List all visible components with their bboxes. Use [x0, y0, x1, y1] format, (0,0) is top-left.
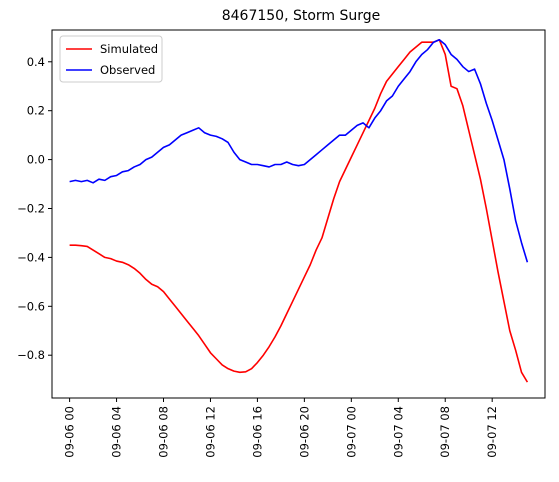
- y-tick-label: −0.8: [17, 348, 45, 362]
- x-tick-label: 09-07 00: [344, 406, 358, 458]
- series-line-observed: [69, 38, 529, 263]
- y-axis: 0.4 0.2 0.0 −0.2 −0.4 −0.6 −0.8: [17, 55, 52, 362]
- x-tick-label: 09-06 12: [203, 406, 217, 458]
- y-tick-label: −0.2: [17, 201, 45, 215]
- y-tick-label: −0.4: [17, 250, 45, 264]
- x-tick-label: 09-06 20: [297, 406, 311, 458]
- x-tick-label: 09-06 16: [250, 406, 264, 458]
- x-tick-label: 09-07 04: [391, 406, 405, 458]
- series-line-simulated: [69, 38, 529, 383]
- y-tick-label: 0.2: [27, 104, 45, 118]
- legend-label-observed: Observed: [100, 63, 155, 77]
- x-tick-label: 09-06 00: [63, 406, 77, 458]
- y-tick-label: 0.4: [27, 55, 45, 69]
- y-tick-label: 0.0: [27, 153, 45, 167]
- x-axis: 09-06 00 09-06 04 09-06 08 09-06 12 09-06 16…: [63, 398, 499, 458]
- chart-title: 8467150, Storm Surge: [222, 8, 381, 24]
- x-tick-label: 09-07 08: [438, 406, 452, 458]
- series-layer: [69, 38, 529, 383]
- plot-frame: [51, 29, 546, 399]
- legend: Simulated Observed: [59, 35, 163, 83]
- y-tick-label: −0.6: [17, 299, 45, 313]
- plot-area: [51, 29, 546, 399]
- x-tick-label: 09-06 04: [110, 406, 124, 458]
- legend-label-simulated: Simulated: [100, 42, 158, 56]
- x-tick-label: 09-06 08: [157, 406, 171, 458]
- x-tick-label: 09-07 12: [485, 406, 499, 458]
